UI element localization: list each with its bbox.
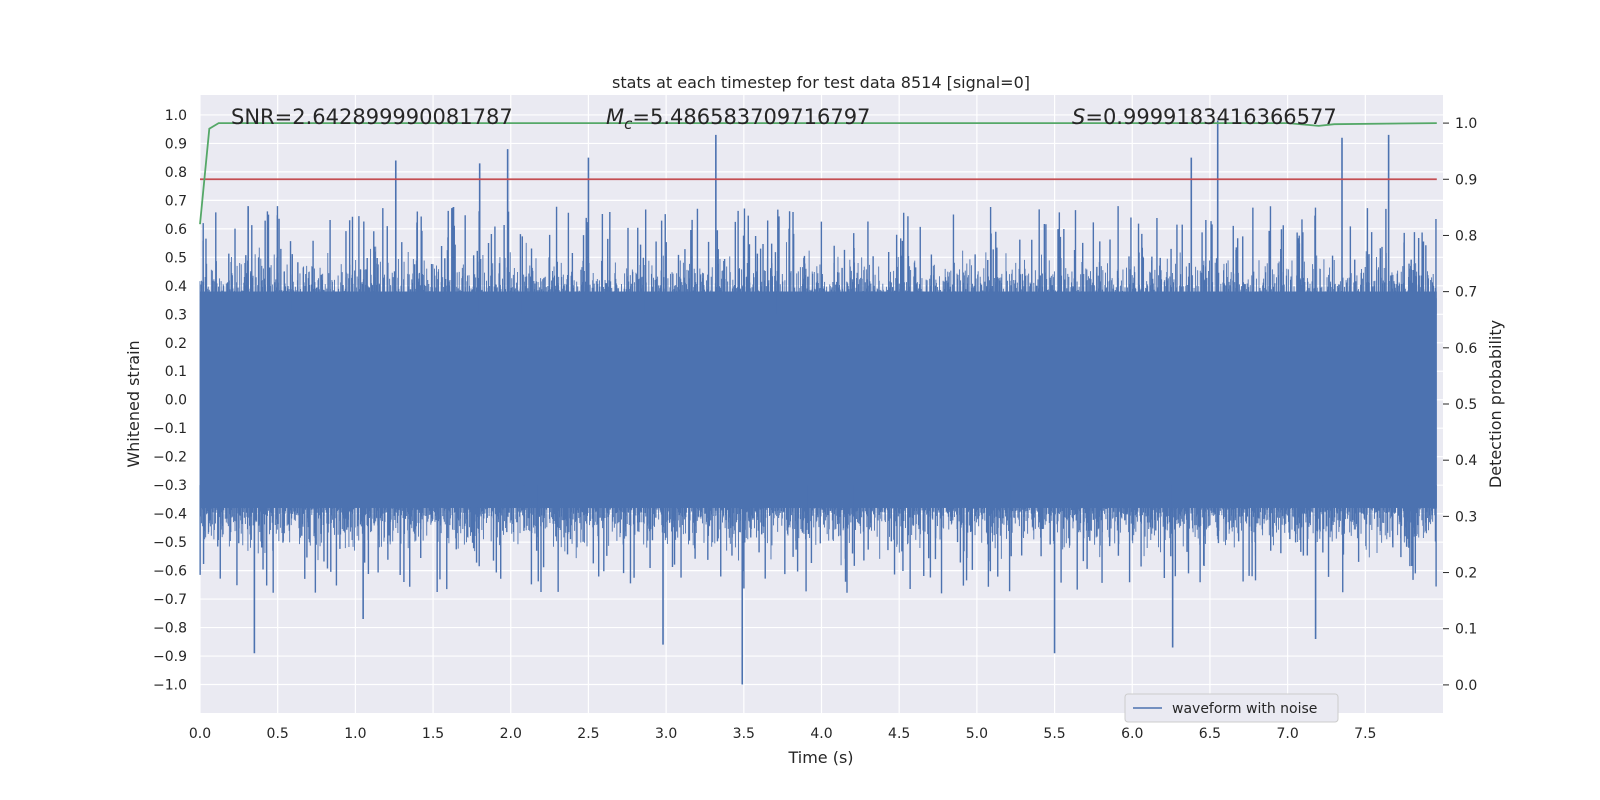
x-tick-label: 4.5 xyxy=(888,726,910,742)
y-tick-label-right: 0.3 xyxy=(1455,509,1477,525)
x-tick-label: 5.5 xyxy=(1043,726,1065,742)
chirp-mass-value: =5.486583709716797 xyxy=(632,105,870,129)
legend-label: waveform with noise xyxy=(1172,701,1317,717)
x-tick-label: 0.0 xyxy=(189,726,211,742)
x-tick-label: 6.5 xyxy=(1199,726,1221,742)
waveform-series xyxy=(199,120,1437,685)
y-tick-label-left: −0.1 xyxy=(153,421,187,437)
x-tick-label: 6.0 xyxy=(1121,726,1143,742)
y-tick-label-left: −0.7 xyxy=(153,592,187,608)
y-tick-label-left: −0.3 xyxy=(153,478,187,494)
y-tick-label-left: 0.2 xyxy=(165,336,187,352)
waveform-core-band xyxy=(200,291,1437,508)
y-tick-label-right: 0.9 xyxy=(1455,172,1477,188)
stat-value: =0.9999183416366577 xyxy=(1085,105,1336,129)
snr-annotation: SNR=2.642899990081787 xyxy=(231,105,513,129)
x-tick-label: 3.5 xyxy=(733,726,755,742)
y-tick-label-right: 0.5 xyxy=(1455,397,1477,413)
y-tick-label-left: 0.4 xyxy=(165,279,187,295)
y-tick-label-right: 0.7 xyxy=(1455,285,1477,301)
x-tick-label: 3.0 xyxy=(655,726,677,742)
x-tick-label: 0.5 xyxy=(267,726,289,742)
y-tick-label-left: 0.3 xyxy=(165,307,187,323)
y-tick-label-left: −0.6 xyxy=(153,564,187,580)
x-tick-label: 4.0 xyxy=(810,726,832,742)
y-tick-label-left: 0.6 xyxy=(165,222,187,238)
y-tick-label-left: 0.8 xyxy=(165,165,187,181)
chirp-mass-subscript: c xyxy=(624,115,633,133)
x-tick-label: 1.0 xyxy=(344,726,366,742)
y-axis-label-right: Detection probability xyxy=(1486,320,1505,488)
y-ticks-right: 1.0 0.9 0.8 0.7 0.6 0.5 0.4 0.3 0.2 0.1 0.0 xyxy=(1443,116,1477,694)
x-tick-label: 7.0 xyxy=(1276,726,1298,742)
x-tick-label: 2.0 xyxy=(500,726,522,742)
legend: waveform with noise xyxy=(1124,693,1339,723)
stat-symbol: S xyxy=(1072,105,1085,129)
x-ticks: 0.0 0.5 1.0 1.5 2.0 2.5 3.0 3.5 4.0 4.5 5.0 5.5 6.0 6… xyxy=(189,726,1377,742)
y-tick-label-left: −0.8 xyxy=(153,621,187,637)
legend-box xyxy=(1124,693,1339,723)
y-tick-label-right: 0.1 xyxy=(1455,622,1477,638)
y-tick-label-left: 0.0 xyxy=(165,393,187,409)
y-axis-label-left: Whitened strain xyxy=(124,340,143,467)
y-ticks-left: 1.0 0.9 0.8 0.7 0.6 0.5 0.4 0.3 0.2 0.1 0.0 −0.1 −0.… xyxy=(153,108,187,694)
x-tick-label: 2.5 xyxy=(577,726,599,742)
probability-series xyxy=(199,122,1437,225)
y-tick-label-left: 0.1 xyxy=(165,364,187,380)
y-tick-label-right: 0.6 xyxy=(1455,341,1477,357)
y-tick-label-right: 1.0 xyxy=(1455,116,1477,132)
x-tick-label: 5.0 xyxy=(966,726,988,742)
y-tick-label-left: −0.4 xyxy=(153,507,187,523)
y-tick-label-left: 0.9 xyxy=(165,136,187,152)
stat-annotation: S=0.9999183416366577 xyxy=(1072,105,1337,129)
y-tick-label-left: −0.2 xyxy=(153,450,187,466)
y-tick-label-left: 0.5 xyxy=(165,250,187,266)
y-tick-label-left: −1.0 xyxy=(153,678,187,694)
detection-probability-line xyxy=(199,122,1437,225)
x-tick-label: 1.5 xyxy=(422,726,444,742)
y-tick-label-left: 0.7 xyxy=(165,193,187,209)
y-tick-label-left: −0.9 xyxy=(153,649,187,665)
y-tick-label-right: 0.0 xyxy=(1455,678,1477,694)
x-tick-label: 7.5 xyxy=(1354,726,1376,742)
x-axis-label: Time (s) xyxy=(787,748,853,767)
chirp-mass-symbol: M xyxy=(606,105,624,129)
y-tick-label-left: 1.0 xyxy=(165,108,187,124)
chirp-mass-annotation: Mc=5.486583709716797 xyxy=(606,105,870,133)
y-tick-label-right: 0.2 xyxy=(1455,566,1477,582)
y-tick-label-right: 0.4 xyxy=(1455,453,1477,469)
y-tick-label-left: −0.5 xyxy=(153,535,187,551)
chart-title: stats at each timestep for test data 851… xyxy=(612,73,1030,92)
y-tick-label-right: 0.8 xyxy=(1455,228,1477,244)
